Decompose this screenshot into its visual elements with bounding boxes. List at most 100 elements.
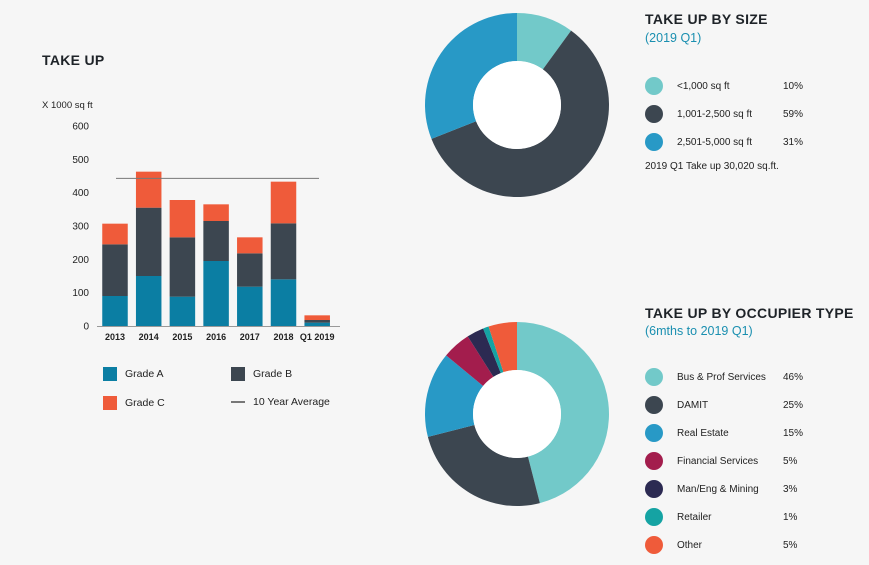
slice-damit	[427, 424, 540, 506]
bar-grade-b	[237, 253, 263, 287]
size-legend-pct: 31%	[783, 137, 804, 148]
x-tick-label: 2014	[139, 332, 159, 342]
bar-grade-a	[135, 276, 162, 326]
size-legend-dot	[645, 77, 663, 95]
occupier-legend-item: DAMIT 25%	[645, 396, 845, 416]
slice-real-estate	[425, 355, 484, 437]
y-tick-label: 600	[72, 122, 89, 133]
occupier-legend-item: Retailer 1%	[645, 508, 845, 528]
legend-grade-b: Grade B	[231, 367, 292, 381]
occupier-chart-subtitle: (6mths to 2019 Q1)	[645, 324, 753, 338]
x-tick-label: 2017	[240, 332, 260, 342]
y-tick-label: 500	[72, 155, 89, 166]
legend-10yr-average-label: 10 Year Average	[253, 396, 330, 408]
legend-grade-b-swatch	[231, 367, 245, 381]
size-chart-title: TAKE UP BY SIZE	[645, 11, 768, 27]
bar-grade-a	[203, 261, 229, 326]
slice-other	[488, 322, 517, 373]
occupier-legend-dot	[645, 396, 663, 414]
size-legend-dot	[645, 105, 663, 123]
occupier-legend-dot	[645, 368, 663, 386]
occupier-legend-label: Retailer	[677, 512, 712, 523]
occupier-legend-pct: 46%	[783, 372, 804, 383]
size-legend-label: <1,000 sq ft	[677, 81, 730, 92]
legend-grade-a: Grade A	[103, 367, 164, 381]
occupier-legend-pct: 1%	[783, 512, 798, 523]
legend-10yr-average-line	[231, 401, 245, 403]
occupier-legend-item: Bus & Prof Services 46%	[645, 368, 845, 388]
bar-grade-a	[304, 322, 330, 326]
legend-grade-c: Grade C	[103, 396, 165, 410]
occupier-legend-dot	[645, 452, 663, 470]
y-tick-label: 300	[72, 222, 89, 233]
size-legend-pct: 59%	[783, 109, 804, 120]
y-tick-label: 200	[72, 255, 89, 266]
bar-grade-a	[270, 279, 297, 326]
bar-grade-b	[169, 237, 196, 297]
bar-grade-a	[102, 296, 128, 326]
bar-chart-ylabel: X 1000 sq ft	[42, 100, 93, 111]
occupier-legend-label: Other	[677, 540, 703, 551]
bar-chart: 0 100 200 300 400 500 600 2013 2014 2015 2016 2017 2…	[72, 122, 340, 342]
occupier-legend-dot	[645, 536, 663, 554]
x-tick-label: 2016	[206, 332, 226, 342]
legend-grade-a-swatch	[103, 367, 117, 381]
donut-take-up-by-occupier	[425, 322, 609, 506]
occupier-legend-item: Financial Services 5%	[645, 452, 845, 472]
occupier-legend-label: Financial Services	[677, 456, 759, 467]
occupier-legend-pct: 5%	[783, 456, 798, 467]
bar-grade-b	[203, 221, 229, 261]
occupier-legend-item: Real Estate 15%	[645, 424, 845, 444]
bar-grade-b	[102, 244, 128, 296]
slice-1-000-sq-ft	[517, 13, 572, 70]
bar-grade-b	[270, 223, 297, 280]
bar-grade-c	[237, 237, 263, 254]
occupier-legend-dot	[645, 424, 663, 442]
size-chart-subtitle: (2019 Q1)	[645, 31, 702, 45]
occupier-legend-pct: 3%	[783, 484, 798, 495]
legend-grade-a-label: Grade A	[125, 368, 164, 380]
bar-grade-c	[203, 204, 229, 221]
donut-hole	[473, 61, 561, 149]
slice-bus-prof-services	[517, 322, 609, 504]
donut-take-up-by-size	[425, 13, 609, 198]
occupier-legend-pct: 5%	[783, 540, 798, 551]
size-legend-label: 1,001-2,500 sq ft	[677, 109, 753, 120]
x-tick-label: Q1 2019	[300, 332, 335, 342]
slice-2-501-5-000-sq-ft	[425, 13, 517, 139]
size-legend-label: 2,501-5,000 sq ft	[677, 137, 753, 148]
bar-grade-c	[169, 200, 196, 238]
slice-1-001-2-500-sq-ft	[431, 30, 609, 198]
y-tick-label: 400	[72, 188, 89, 199]
legend-10yr-average: 10 Year Average	[231, 396, 330, 408]
bar-grade-a	[237, 286, 263, 326]
bar-grade-c	[102, 223, 128, 245]
slice-retailer	[483, 326, 504, 374]
x-tick-label: 2015	[172, 332, 192, 342]
size-legend-item: 2,501-5,000 sq ft 31%	[645, 133, 845, 153]
donut-hole	[473, 370, 561, 458]
occupier-legend-dot	[645, 480, 663, 498]
legend-grade-c-label: Grade C	[125, 397, 165, 409]
bar-grade-c	[304, 315, 330, 320]
bar-grade-b	[135, 207, 162, 276]
size-legend-pct: 10%	[783, 81, 804, 92]
y-tick-label: 100	[72, 288, 89, 299]
bar-grade-c	[270, 181, 297, 224]
occupier-legend-item: Other 5%	[645, 536, 845, 556]
x-tick-label: 2013	[105, 332, 125, 342]
bar-grade-c	[135, 171, 162, 208]
size-legend-item: 1,001-2,500 sq ft 59%	[645, 105, 845, 125]
bar-grade-b	[304, 320, 330, 323]
occupier-legend-pct: 15%	[783, 428, 804, 439]
size-chart-note: 2019 Q1 Take up 30,020 sq.ft.	[645, 161, 779, 172]
occupier-legend-label: Man/Eng & Mining	[677, 484, 759, 495]
occupier-legend-pct: 25%	[783, 400, 804, 411]
size-legend-item: <1,000 sq ft 10%	[645, 77, 845, 97]
occupier-legend-label: Real Estate	[677, 428, 729, 439]
occupier-legend-dot	[645, 508, 663, 526]
occupier-chart-title: TAKE UP BY OCCUPIER TYPE	[645, 305, 854, 321]
x-tick-label: 2018	[273, 332, 293, 342]
slice-financial-services	[446, 336, 494, 386]
slice-man-eng-mining	[467, 328, 501, 377]
